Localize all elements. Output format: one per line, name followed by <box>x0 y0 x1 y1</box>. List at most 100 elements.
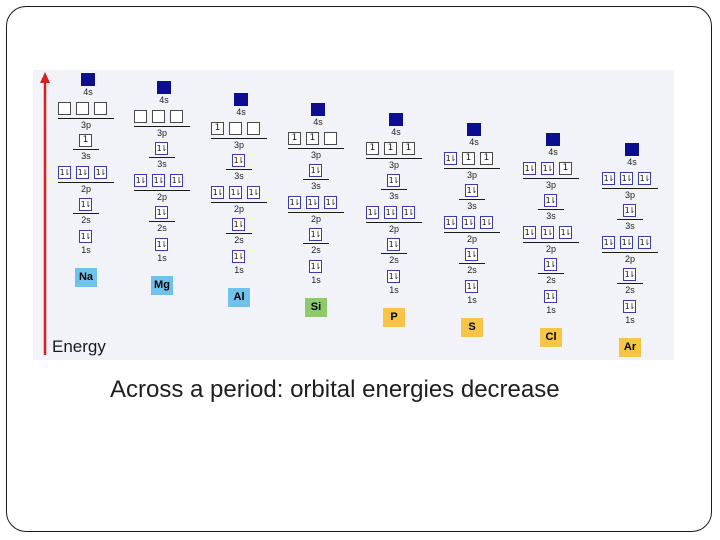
orbital-3p-box <box>152 110 165 123</box>
orbital-4s-box <box>311 103 325 116</box>
orbital-4s-box <box>389 113 403 126</box>
orbital-label-2p: 2p <box>310 214 321 224</box>
orbital-label-2p: 2p <box>466 234 477 244</box>
orbital-label-3p: 3p <box>80 120 91 130</box>
orbital-label-2p: 2p <box>156 192 167 202</box>
orbital-label-4s: 4s <box>469 137 479 147</box>
orbital-label-2s: 2s <box>311 245 321 255</box>
orbital-label-4s: 4s <box>159 95 169 105</box>
orbital-2p-box <box>152 174 165 187</box>
element-symbol-na: Na <box>75 268 97 287</box>
orbital-3p-box <box>366 142 379 155</box>
orbital-level-line-2s <box>73 213 99 214</box>
orbital-2p-box <box>247 186 260 199</box>
energy-axis-label: Energy <box>52 337 106 356</box>
orbital-3s-box <box>544 194 557 207</box>
orbital-level-line-2p <box>444 232 500 233</box>
orbital-2p-box <box>602 236 615 249</box>
orbital-label-2s: 2s <box>625 285 635 295</box>
orbital-2p-box <box>229 186 242 199</box>
orbital-label-2p: 2p <box>80 184 91 194</box>
orbital-2p-box <box>480 216 493 229</box>
orbital-level-line-3s <box>459 199 485 200</box>
orbital-label-3s: 3s <box>311 181 321 191</box>
orbital-1s-box <box>465 280 478 293</box>
orbital-level-line-3s <box>149 157 175 158</box>
orbital-level-line-3p <box>444 168 500 169</box>
orbital-2s-box <box>79 198 92 211</box>
orbital-4s-box <box>157 81 171 94</box>
orbital-label-4s: 4s <box>236 107 246 117</box>
orbital-3s-box <box>232 154 245 167</box>
orbital-label-3s: 3s <box>546 211 556 221</box>
orbital-2p-box <box>170 174 183 187</box>
orbital-level-line-3s <box>538 209 564 210</box>
orbital-level-line-3p <box>602 188 658 189</box>
orbital-4s-box <box>625 143 639 156</box>
element-symbol-mg: Mg <box>151 276 173 295</box>
orbital-level-line-3s <box>303 179 329 180</box>
orbital-2p-box <box>134 174 147 187</box>
orbital-4s-box <box>467 123 481 136</box>
orbital-3p-box <box>247 122 260 135</box>
element-symbol-al: Al <box>228 288 250 307</box>
orbital-label-4s: 4s <box>548 147 558 157</box>
element-symbol-cl: Cl <box>540 328 562 347</box>
orbital-label-1s: 1s <box>546 305 556 315</box>
orbital-label-1s: 1s <box>157 253 167 263</box>
orbital-3p-box <box>480 152 493 165</box>
orbital-3p-box <box>523 162 536 175</box>
orbital-level-line-2s <box>459 263 485 264</box>
orbital-3p-box <box>402 142 415 155</box>
orbital-label-3s: 3s <box>389 191 399 201</box>
orbital-label-3p: 3p <box>388 160 399 170</box>
orbital-2p-box <box>76 166 89 179</box>
element-column-mg: 4s 3p 3s 2p 2s 1s Mg <box>131 78 207 368</box>
orbital-level-line-2s <box>226 233 252 234</box>
orbital-2p-box <box>559 226 572 239</box>
orbital-label-1s: 1s <box>311 275 321 285</box>
orbital-level-line-2s <box>149 221 175 222</box>
orbital-label-2p: 2p <box>233 204 244 214</box>
orbital-2s-box <box>387 238 400 251</box>
orbital-level-line-2s <box>617 283 643 284</box>
orbital-label-4s: 4s <box>391 127 401 137</box>
orbital-3p-box <box>559 162 572 175</box>
orbital-level-line-3p <box>523 178 579 179</box>
orbital-3p-box <box>602 172 615 185</box>
orbital-label-3s: 3s <box>625 221 635 231</box>
orbital-3p-box <box>384 142 397 155</box>
orbital-1s-box <box>232 250 245 263</box>
element-symbol-p: P <box>383 308 405 327</box>
orbital-label-2s: 2s <box>157 223 167 233</box>
element-symbol-si: Si <box>305 298 327 317</box>
orbital-3p-box <box>288 132 301 145</box>
element-column-s: 4s 3p 3s 2p 2s 1s S <box>441 120 517 410</box>
orbital-level-line-2p <box>211 202 267 203</box>
orbital-2p-box <box>324 196 337 209</box>
orbital-label-2s: 2s <box>81 215 91 225</box>
orbital-2p-box <box>541 226 554 239</box>
orbital-level-line-3p <box>366 158 422 159</box>
caption: Across a period: orbital energies decrea… <box>110 376 560 403</box>
orbital-label-2p: 2p <box>388 224 399 234</box>
orbital-label-3p: 3p <box>545 180 556 190</box>
orbital-label-3s: 3s <box>234 171 244 181</box>
orbital-1s-box <box>79 230 92 243</box>
orbital-3p-box <box>94 102 107 115</box>
element-symbol-s: S <box>461 318 483 337</box>
orbital-2s-box <box>232 218 245 231</box>
energy-arrow <box>40 72 50 355</box>
orbital-2p-box <box>402 206 415 219</box>
orbital-2p-box <box>58 166 71 179</box>
orbital-label-1s: 1s <box>467 295 477 305</box>
orbital-4s-box <box>81 73 95 86</box>
orbital-level-line-3p <box>211 138 267 139</box>
orbital-3s-box <box>387 174 400 187</box>
orbital-level-line-3p <box>58 118 114 119</box>
orbital-label-4s: 4s <box>83 87 93 97</box>
orbital-level-line-2p <box>58 182 114 183</box>
orbital-diagram: 4s 3p 3s 2p 2s 1s Na 4s 3p 3s 2p 2s 1s Mg 4s 3p 3s 2p 2s 1s… <box>33 70 674 360</box>
orbital-label-1s: 1s <box>81 245 91 255</box>
orbital-3p-box <box>229 122 242 135</box>
